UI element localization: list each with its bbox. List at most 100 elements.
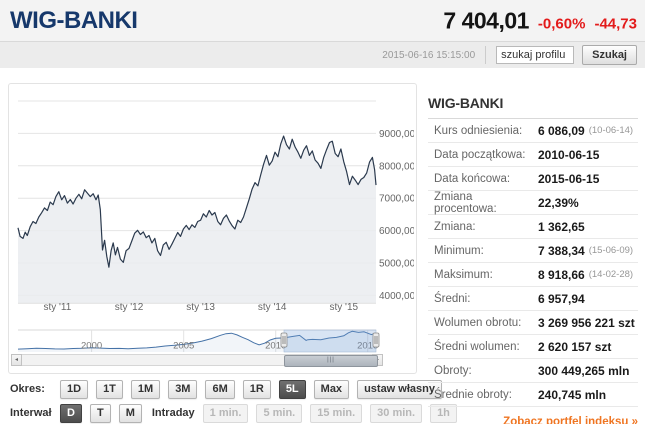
stat-value: 300 449,265 mln bbox=[538, 363, 630, 378]
svg-text:2010: 2010 bbox=[265, 341, 286, 352]
intraday-label: Intraday bbox=[151, 407, 195, 419]
vertical-divider bbox=[485, 46, 487, 64]
stat-label: Średni wolumen: bbox=[434, 340, 520, 353]
period-row: Okres: 1D 1T 1M 3M 6M 1R 5L Max ustaw wł… bbox=[10, 379, 442, 399]
interval-row: Interwał D T M Intraday 1 min. 5 min. 15… bbox=[10, 403, 457, 423]
index-change-percent: -0,60% bbox=[537, 15, 586, 32]
stat-label: Średnie obroty: bbox=[434, 388, 512, 401]
okres-button-1r[interactable]: 1R bbox=[242, 379, 271, 399]
stat-value: 8 918,66 bbox=[538, 267, 585, 282]
subheader-bar: 2015-06-16 15:15:00 Szukaj bbox=[0, 41, 645, 68]
search-input[interactable] bbox=[496, 46, 575, 64]
stat-value: 7 388,34 bbox=[538, 243, 585, 258]
navigator-right-handle[interactable] bbox=[372, 332, 380, 348]
header: WIG-BANKI 7 404,01 -0,60% -44,73 bbox=[0, 0, 645, 41]
stat-note: (14-02-28) bbox=[588, 269, 634, 280]
chart-card: 9000,00 8000,00 7000,00 6000,00 5000,00 4000,… bbox=[8, 83, 417, 374]
navigator-selected-range[interactable] bbox=[283, 329, 377, 353]
stat-value: 3 269 956 221 szt bbox=[538, 315, 635, 330]
stats-row-kurs-odniesienia: Kurs odniesienia: 6 086,09 (10-06-14) bbox=[428, 119, 638, 143]
chart-scrollbar[interactable]: ◂ ||| ▸ bbox=[11, 354, 383, 367]
price-chart[interactable]: 9000,00 8000,00 7000,00 6000,00 5000,00 4000,… bbox=[9, 84, 414, 371]
interwal-button-t[interactable]: T bbox=[89, 403, 111, 423]
stats-title: WIG-BANKI bbox=[428, 95, 638, 119]
okres-button-5l[interactable]: 5L bbox=[278, 379, 306, 399]
stat-label: Średni: bbox=[434, 292, 471, 305]
navigator-line-series bbox=[17, 330, 377, 350]
interwal-button-m[interactable]: M bbox=[118, 403, 142, 423]
svg-text:8000,00: 8000,00 bbox=[379, 161, 414, 172]
search-button[interactable]: Szukaj bbox=[582, 45, 637, 65]
stat-label: Wolumen obrotu: bbox=[434, 316, 522, 329]
stat-label: Data końcowa: bbox=[434, 172, 511, 185]
okres-button-custom[interactable]: ustaw własny bbox=[357, 379, 442, 399]
svg-text:7000,00: 7000,00 bbox=[379, 194, 414, 205]
index-quote: 7 404,01 -0,60% -44,73 bbox=[443, 7, 637, 34]
price-line-series bbox=[17, 135, 377, 268]
stat-label: Obroty: bbox=[434, 364, 472, 377]
chart-controls: Okres: 1D 1T 1M 3M 6M 1R 5L Max ustaw wł… bbox=[10, 379, 457, 423]
stat-value: 240,745 mln bbox=[538, 387, 607, 402]
okres-button-max[interactable]: Max bbox=[313, 379, 350, 399]
interwal-label: Interwał bbox=[10, 407, 52, 419]
scrollbar-thumb[interactable]: ||| bbox=[284, 355, 378, 367]
svg-text:sty '13: sty '13 bbox=[186, 302, 215, 313]
svg-text:2000: 2000 bbox=[81, 341, 102, 352]
navigator-left-handle[interactable] bbox=[280, 332, 288, 348]
stat-label: Data początkowa: bbox=[434, 148, 526, 161]
stat-value: 6 086,09 bbox=[538, 123, 585, 138]
svg-text:sty '14: sty '14 bbox=[258, 302, 287, 313]
intraday-button-1min: 1 min. bbox=[202, 403, 249, 423]
svg-text:4000,00: 4000,00 bbox=[379, 291, 414, 302]
svg-text:5000,00: 5000,00 bbox=[379, 259, 414, 270]
svg-text:sty '15: sty '15 bbox=[330, 302, 359, 313]
quote-timestamp: 2015-06-16 15:15:00 bbox=[382, 49, 476, 61]
stat-value: 22,39% bbox=[538, 195, 579, 210]
x-axis-labels: sty '11 sty '12 sty '13 sty '14 sty '15 bbox=[43, 302, 358, 313]
y-axis-labels: 9000,00 8000,00 7000,00 6000,00 5000,00 4000,… bbox=[379, 129, 414, 302]
interwal-button-d[interactable]: D bbox=[60, 403, 82, 423]
svg-text:sty '12: sty '12 bbox=[115, 302, 144, 313]
stats-row-obroty: Obroty: 300 449,265 mln bbox=[428, 359, 638, 383]
svg-text:2015: 2015 bbox=[357, 341, 378, 352]
okres-button-1t[interactable]: 1T bbox=[96, 379, 123, 399]
okres-button-1d[interactable]: 1D bbox=[60, 379, 89, 399]
stats-row-sredni: Średni: 6 957,94 bbox=[428, 287, 638, 311]
stat-label: Zmiana: bbox=[434, 220, 476, 233]
okres-button-1m[interactable]: 1M bbox=[130, 379, 161, 399]
okres-button-6m[interactable]: 6M bbox=[205, 379, 235, 399]
stat-label: Maksimum: bbox=[434, 268, 493, 281]
okres-label: Okres: bbox=[10, 383, 45, 395]
svg-text:sty '11: sty '11 bbox=[43, 302, 71, 313]
navigator-year-labels: 2000 2005 2010 2015 bbox=[81, 341, 378, 352]
portfolio-link[interactable]: Zobacz portfel indeksu » bbox=[503, 416, 638, 424]
stats-panel: WIG-BANKI Kurs odniesienia: 6 086,09 (10… bbox=[428, 95, 638, 424]
intraday-button-5min: 5 min. bbox=[256, 403, 303, 423]
stats-row-minimum: Minimum: 7 388,34 (15-06-09) bbox=[428, 239, 638, 263]
stat-label: Kurs odniesienia: bbox=[434, 124, 523, 137]
stat-value: 1 362,65 bbox=[538, 219, 585, 234]
stat-value: 2015-06-15 bbox=[538, 171, 600, 186]
scrollbar-left-arrow-icon[interactable]: ◂ bbox=[11, 354, 22, 366]
intraday-button-30min: 30 min. bbox=[370, 403, 423, 423]
stat-label: Zmiana procentowa: bbox=[434, 190, 497, 215]
svg-text:2005: 2005 bbox=[173, 341, 194, 352]
stats-row-zmiana-procentowa: Zmiana procentowa: 22,39% bbox=[428, 191, 638, 215]
stat-value: 2 620 157 szt bbox=[538, 339, 612, 354]
svg-text:6000,00: 6000,00 bbox=[379, 226, 414, 237]
stats-row-wolumen-obrotu: Wolumen obrotu: 3 269 956 221 szt bbox=[428, 311, 638, 335]
okres-button-3m[interactable]: 3M bbox=[168, 379, 198, 399]
stat-note: (10-06-14) bbox=[588, 125, 634, 136]
intraday-button-1h: 1h bbox=[430, 403, 457, 423]
stats-row-srednie-obroty: Średnie obroty: 240,745 mln bbox=[428, 383, 638, 407]
stat-label: Minimum: bbox=[434, 244, 484, 257]
stat-note: (15-06-09) bbox=[588, 245, 634, 256]
stats-row-data-poczatkowa: Data początkowa: 2010-06-15 bbox=[428, 143, 638, 167]
svg-text:9000,00: 9000,00 bbox=[379, 129, 414, 140]
scrollbar-grip-icon: ||| bbox=[327, 357, 335, 363]
index-change-absolute: -44,73 bbox=[594, 15, 637, 32]
scrollbar-track[interactable]: ||| bbox=[22, 354, 378, 367]
chart-navigator[interactable]: 2000 2005 2010 2015 bbox=[17, 329, 380, 353]
intraday-button-15min: 15 min. bbox=[310, 403, 363, 423]
